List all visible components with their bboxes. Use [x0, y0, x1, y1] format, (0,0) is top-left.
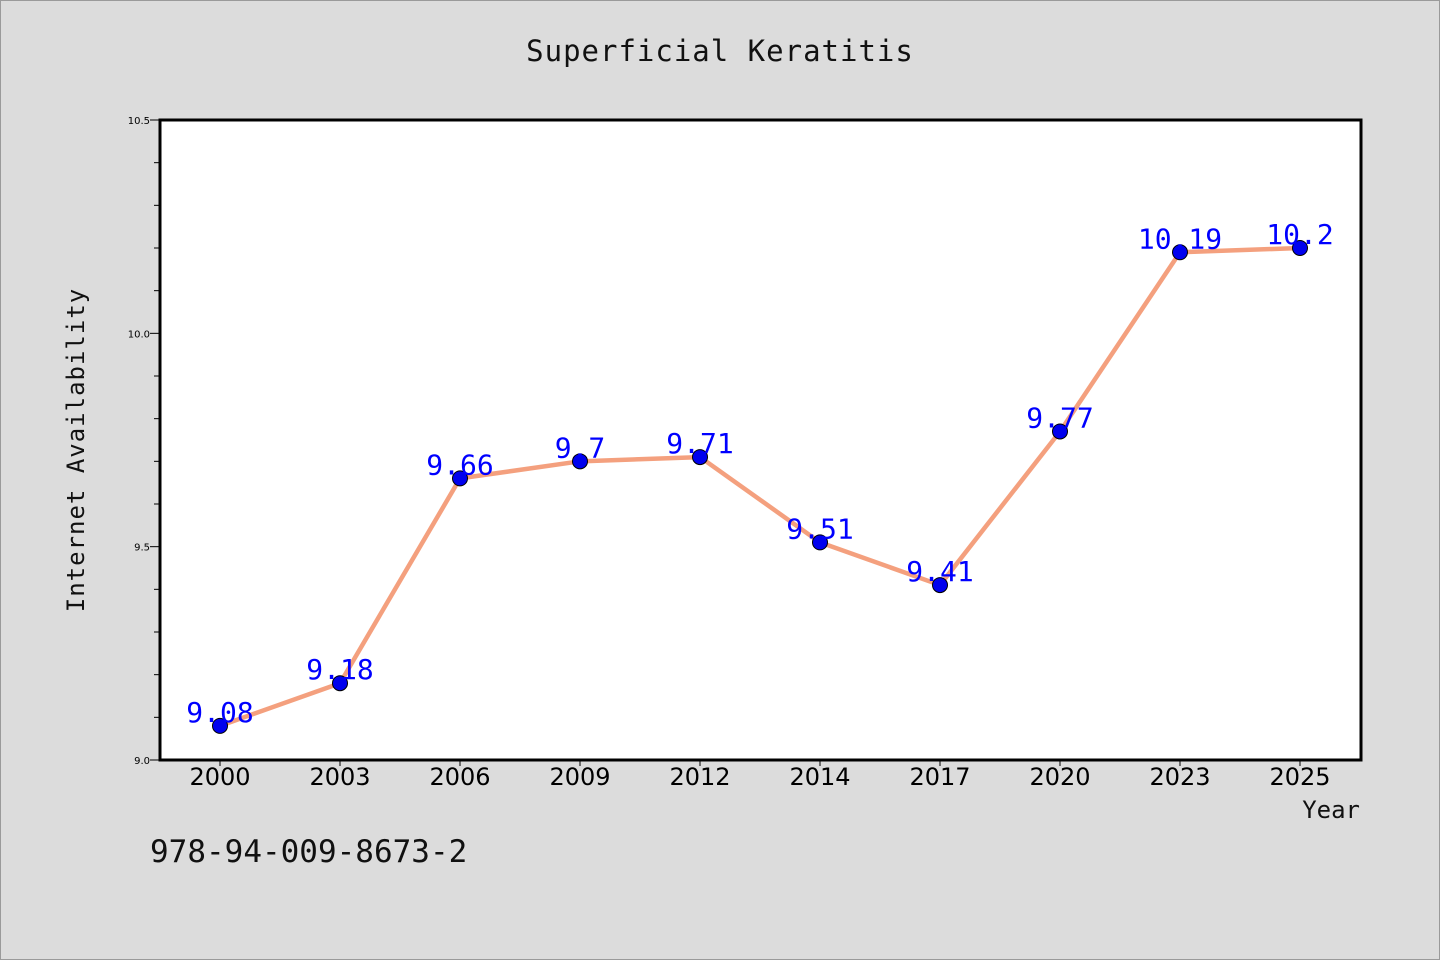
x-axis: 2000 2003 2006 2009 2012 2014 2017 2020 2023 2025	[189, 760, 1331, 791]
x-tick-label: 2023	[1149, 763, 1210, 791]
data-label: 9.77	[1026, 401, 1093, 434]
isbn-text: 978-94-009-8673-2	[150, 834, 468, 870]
data-point	[1052, 423, 1068, 440]
y-axis: 9.0 9.5 10.0 10.5	[128, 116, 160, 767]
plot-area	[158, 118, 1363, 762]
x-tick-label: 2014	[789, 763, 850, 791]
y-tick-label: 10.5	[128, 116, 150, 127]
data-point	[572, 453, 588, 470]
data-label: 9.71	[666, 427, 733, 460]
x-tick-label: 2000	[189, 763, 250, 791]
data-point	[932, 577, 948, 594]
data-point	[332, 675, 348, 692]
x-tick-label: 2017	[909, 763, 970, 791]
data-point	[1292, 240, 1308, 256]
x-tick-label: 2006	[429, 763, 490, 791]
data-label: 9.18	[306, 653, 373, 686]
data-label: 9.7	[555, 431, 606, 464]
data-point	[1172, 244, 1188, 261]
data-label: 9.08	[186, 696, 253, 729]
data-label: 10.19	[1138, 222, 1222, 255]
series-line	[217, 245, 1303, 729]
data-label: 9.41	[906, 555, 973, 588]
data-point	[212, 717, 228, 734]
x-tick-label: 2003	[309, 763, 370, 791]
y-tick-label: 9.0	[134, 756, 150, 767]
y-tick-label: 10.0	[128, 329, 150, 340]
data-label: 9.51	[786, 512, 853, 545]
data-label: 9.66	[426, 448, 493, 481]
data-point	[812, 534, 828, 551]
x-tick-label: 2025	[1269, 763, 1330, 791]
y-tick-label: 9.5	[134, 543, 150, 554]
x-tick-label: 2020	[1029, 763, 1090, 791]
data-label: 10.2	[1266, 218, 1333, 251]
data-point	[692, 449, 708, 466]
x-tick-label: 2012	[669, 763, 730, 791]
data-point	[452, 470, 468, 487]
series-layer: 9.08 9.18 9.66 9.7 9.71 9.51 9.41 9.77 10.19 10.2	[186, 218, 1334, 734]
x-axis-label: Year	[1302, 796, 1360, 824]
chart-title: Superficial Keratitis	[526, 34, 914, 68]
x-tick-label: 2009	[549, 763, 610, 791]
